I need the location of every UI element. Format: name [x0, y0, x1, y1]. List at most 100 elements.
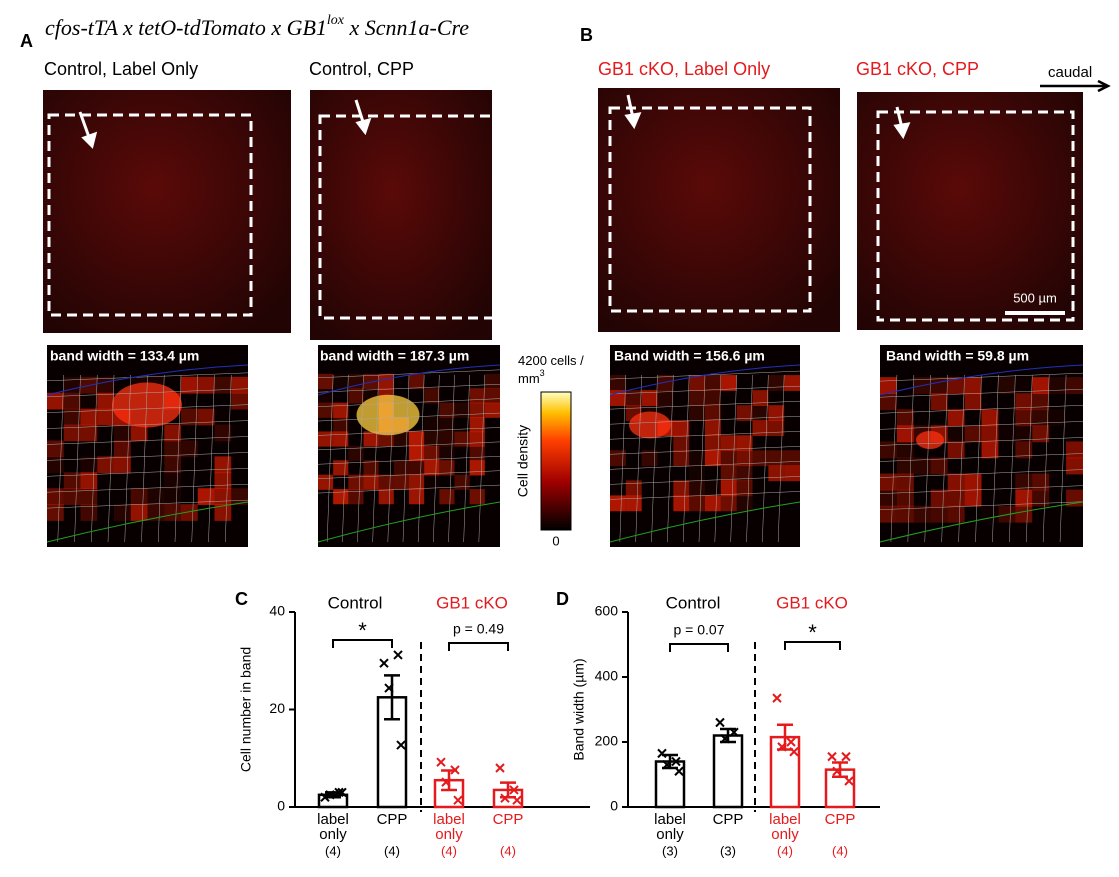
heatmap-cell: [768, 375, 785, 391]
heatmap-cell: [930, 489, 948, 507]
heatmap-grid: [317, 427, 501, 436]
heatmap-grid: [317, 412, 501, 422]
wm-line: [609, 501, 801, 543]
data-point: [320, 792, 330, 802]
heatmap-cell: [641, 390, 658, 406]
colorbar-label: Cell density: [515, 425, 531, 497]
data-point: [450, 765, 460, 775]
heatmap-cell: [705, 450, 721, 467]
heatmap-cell: [47, 456, 64, 474]
data-point: [720, 734, 730, 744]
heatmap-cell: [657, 390, 674, 406]
data-point: [325, 790, 335, 800]
micrograph: [857, 92, 1083, 330]
data-point: [509, 785, 519, 795]
data-point: [384, 683, 394, 693]
heatmap-cell: [736, 495, 753, 512]
heatmap-cell: [439, 460, 455, 476]
heatmap-cell: [333, 431, 349, 447]
heatmap-cell: [689, 405, 705, 421]
heatmap-cell: [348, 489, 364, 505]
data-point: [777, 742, 787, 752]
heatmap-cell: [610, 480, 626, 496]
heatmap-cell: [363, 460, 379, 476]
heatmap-cell: [378, 373, 394, 389]
heatmap-cell: [130, 504, 148, 521]
significance-bracket: [448, 642, 509, 651]
heatmap-cell: [164, 472, 181, 490]
heatmap-cell: [964, 489, 982, 507]
heatmap-cell: [1032, 409, 1050, 427]
heatmap-cell: [673, 480, 690, 497]
heatmap-cell: [689, 495, 705, 512]
heatmap-grid: [208, 374, 215, 543]
heatmap-grid: [46, 372, 249, 382]
n-label: (4): [384, 843, 400, 858]
heatmap-cell: [409, 489, 425, 505]
heatmap-grid: [317, 441, 501, 451]
wm-line: [879, 501, 1084, 543]
n-label: (4): [832, 843, 848, 858]
heatmap-grid: [609, 431, 801, 440]
heatmap-grid: [992, 374, 999, 543]
roi-box: [318, 114, 500, 320]
heatmap-cell: [469, 460, 485, 476]
heatmap-cell: [964, 425, 982, 443]
data-point: [715, 717, 725, 728]
heatmap-cell: [409, 373, 425, 389]
title-sup: lox: [327, 13, 345, 28]
heatmap-cell: [981, 425, 999, 443]
heatmap-cell: [348, 388, 364, 404]
heatmap-cell: [469, 402, 485, 418]
heatmap-cell: [63, 392, 81, 410]
heatmap-cell: [318, 402, 334, 418]
heatmap-cell: [736, 450, 753, 467]
heatmap-grid: [317, 456, 501, 465]
group-label: Control: [666, 593, 721, 612]
panel-label: A: [20, 31, 33, 51]
heatmap-cell: [768, 450, 785, 467]
x-tick-label: CPP: [377, 811, 408, 828]
heatmap-cell: [80, 456, 98, 474]
heatmap-cell: [947, 377, 965, 395]
data-point: [729, 727, 739, 737]
heatmap-cell: [736, 465, 753, 482]
heatmap-cell: [880, 489, 897, 507]
heatmap-cell: [1066, 377, 1083, 395]
y-tick-label: 200: [595, 733, 619, 749]
heatmap-grid: [317, 398, 501, 407]
heatmap-cell: [752, 450, 769, 467]
heatmap-cell: [752, 420, 769, 437]
heatmap-cell: [641, 450, 658, 467]
data-point: [379, 658, 389, 668]
heatmap-cell: [930, 377, 948, 395]
image-label: Control, CPP: [309, 59, 414, 79]
heatmap-cell: [348, 373, 364, 389]
heatmap-cell: [97, 392, 114, 410]
heatmap-cell: [424, 388, 440, 404]
y-axis-label: Band width (µm): [571, 658, 587, 760]
heatmap-cell: [214, 504, 232, 521]
heatmap-grid: [907, 374, 915, 543]
heatmap-cell: [752, 405, 769, 421]
heatmap-cell: [318, 474, 334, 490]
heatmap-cell: [214, 488, 232, 505]
heatmap-cell: [768, 465, 785, 482]
significance-bracket: [784, 641, 841, 650]
heatmap-cell: [998, 377, 1016, 395]
colorbar-max-text: 4200 cells /: [518, 353, 584, 368]
heatmap-grid: [107, 374, 115, 543]
image-label: GB1 cKO, CPP: [856, 59, 979, 79]
data-point: [844, 776, 854, 786]
heatmap-cell: [424, 474, 440, 490]
hotspot: [356, 394, 420, 436]
heatmap-grid: [651, 374, 658, 543]
heatmap-cell: [164, 456, 181, 474]
heatmap-cell: [913, 505, 931, 523]
y-tick-label: 400: [595, 668, 619, 684]
heatmap-cell: [964, 377, 982, 395]
heatmap-cell: [705, 390, 721, 406]
heatmap-cell: [1015, 505, 1033, 523]
heatmap-cell: [625, 495, 642, 512]
direction-label: caudal: [1048, 64, 1092, 81]
